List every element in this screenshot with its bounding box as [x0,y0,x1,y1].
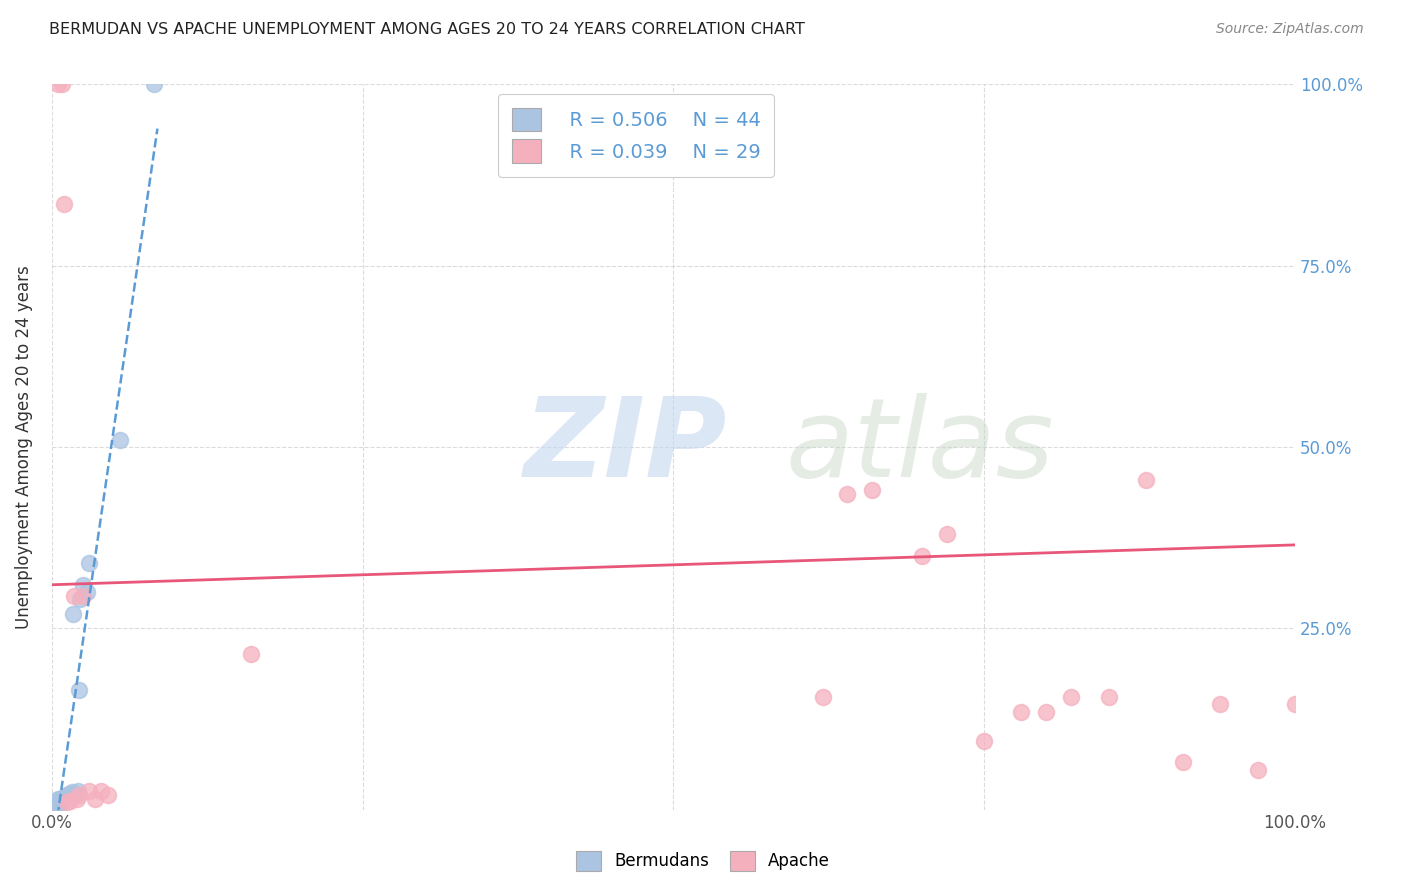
Point [59,787,82,801]
Legend: Bermudans, Apache: Bermudans, Apache [568,842,838,880]
Point [63,589,86,603]
Point [1097,690,1119,705]
Point [44,797,66,811]
Point [44,798,66,813]
Point [52,792,75,806]
Legend:   R = 0.506    N = 44,   R = 0.039    N = 29: R = 0.506 N = 44, R = 0.039 N = 29 [498,95,773,177]
Point [108,433,131,447]
Point [65,791,87,805]
Point [46,799,69,814]
Point [44,801,66,815]
Point [44,800,66,814]
Point [72,578,94,592]
Point [1035,705,1057,719]
Point [1060,690,1083,705]
Point [90,784,112,798]
Point [51,795,73,809]
Point [239,647,262,661]
Point [45,795,67,809]
Point [45,798,67,813]
Point [1209,698,1232,712]
Point [46,794,69,808]
Point [45,799,67,814]
Y-axis label: Unemployment Among Ages 20 to 24 years: Unemployment Among Ages 20 to 24 years [15,265,32,629]
Point [1135,473,1157,487]
Point [65,787,87,801]
Point [60,785,83,799]
Point [46,795,69,809]
Point [55,788,77,802]
Point [53,197,76,211]
Point [46,797,69,811]
Point [97,788,120,802]
Point [48,794,70,808]
Text: ZIP: ZIP [524,393,728,500]
Point [45,797,67,812]
Point [1171,756,1194,770]
Point [58,787,80,801]
Text: Source: ZipAtlas.com: Source: ZipAtlas.com [1216,22,1364,37]
Point [48,798,70,813]
Point [76,585,98,599]
Point [44,799,66,814]
Point [49,794,72,808]
Point [77,784,100,798]
Point [44,798,66,813]
Point [51,78,73,92]
Point [48,797,70,811]
Point [84,791,107,805]
Point [67,682,90,697]
Point [56,789,79,804]
Point [44,800,66,814]
Point [49,797,72,811]
Text: BERMUDAN VS APACHE UNEMPLOYMENT AMONG AGES 20 TO 24 YEARS CORRELATION CHART: BERMUDAN VS APACHE UNEMPLOYMENT AMONG AG… [49,22,806,37]
Point [46,78,69,92]
Point [1011,705,1033,719]
Point [44,799,66,814]
Point [46,791,69,805]
Point [142,78,165,92]
Point [55,795,77,809]
Point [77,556,100,570]
Point [53,791,76,805]
Point [1247,763,1270,777]
Point [837,487,859,501]
Point [46,798,69,813]
Point [67,788,90,802]
Point [45,796,67,810]
Point [72,589,94,603]
Point [811,690,834,705]
Point [935,527,957,541]
Point [49,791,72,805]
Point [55,789,77,804]
Point [69,592,91,607]
Point [911,549,934,563]
Point [973,733,995,747]
Point [59,794,82,808]
Point [1284,698,1306,712]
Point [860,483,883,498]
Point [66,784,89,798]
Point [62,607,84,621]
Text: atlas: atlas [786,393,1054,500]
